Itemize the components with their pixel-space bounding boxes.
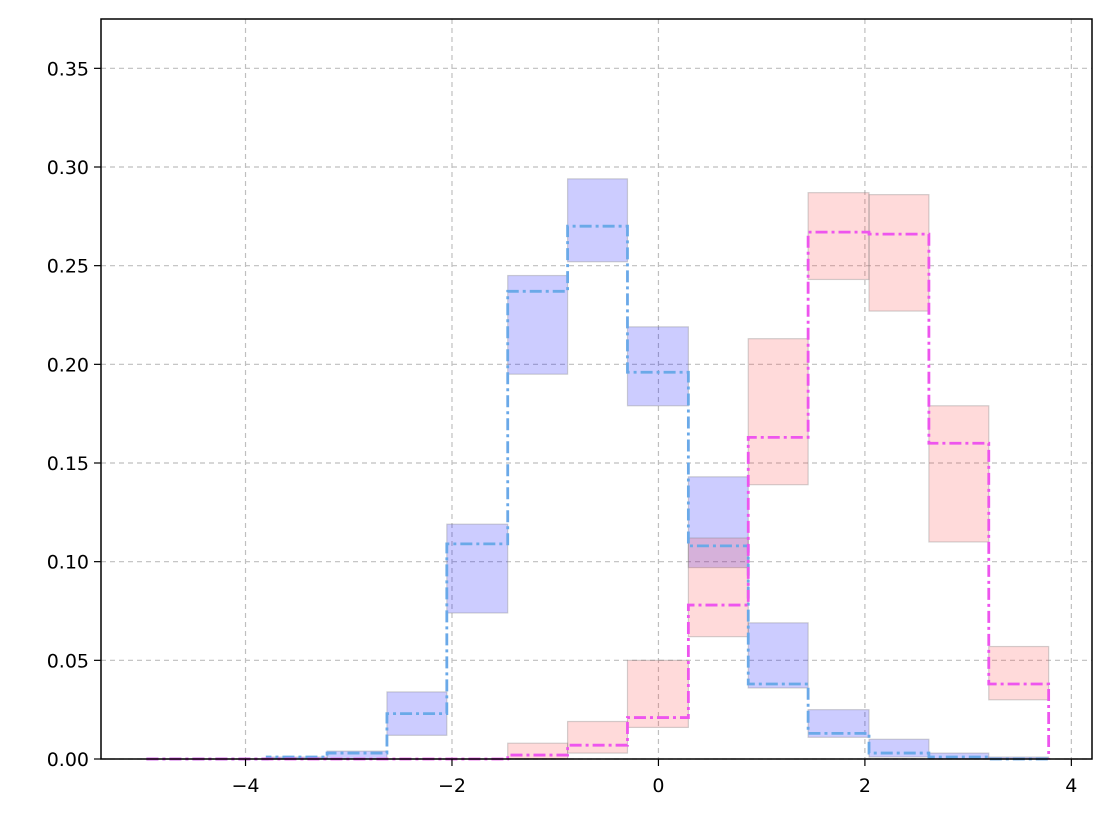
y-tick-label: 0.20 — [47, 354, 89, 376]
step-line-series-1 — [146, 224, 1049, 761]
error-band-series-1 — [566, 178, 629, 263]
y-tick-label: 0.05 — [47, 650, 89, 672]
plot-frame — [100, 18, 1093, 760]
x-tick-label: 2 — [859, 775, 871, 797]
y-tick-label: 0.15 — [47, 453, 89, 475]
error-band-series-2 — [928, 405, 990, 543]
y-tick-label: 0.10 — [47, 552, 89, 574]
error-band-series-2 — [507, 742, 569, 760]
error-band-series-1 — [747, 622, 809, 689]
y-tick-label: 0.35 — [47, 58, 89, 80]
y-axis: 0.00 0.05 0.10 0.15 0.20 0.25 0.30 0.35 — [47, 58, 101, 771]
error-band-series-2 — [988, 645, 1050, 701]
error-band-series-2 — [747, 338, 809, 486]
x-tick-label: −4 — [232, 775, 260, 797]
plot-background — [101, 19, 1092, 759]
error-band-series-1 — [687, 476, 749, 569]
x-axis: −4 −2 0 2 4 — [232, 759, 1077, 797]
x-tick-label: 4 — [1065, 775, 1077, 797]
step-line-series-2 — [146, 230, 1051, 761]
grid-lines — [101, 19, 1092, 760]
x-tick-label: 0 — [652, 775, 664, 797]
error-band-series-1 — [626, 326, 689, 407]
x-tick-label: −2 — [438, 775, 466, 797]
step-lines — [146, 224, 1051, 761]
error-band-series-1 — [446, 523, 509, 614]
error-band-series-2 — [566, 720, 629, 754]
error-band-series-2 — [687, 537, 749, 638]
y-tick-label: 0.00 — [47, 749, 89, 771]
y-tick-label: 0.30 — [47, 157, 89, 179]
y-tick-label: 0.25 — [47, 256, 89, 278]
error-band-series-2 — [868, 194, 930, 312]
error-band-series-2 — [807, 192, 870, 281]
